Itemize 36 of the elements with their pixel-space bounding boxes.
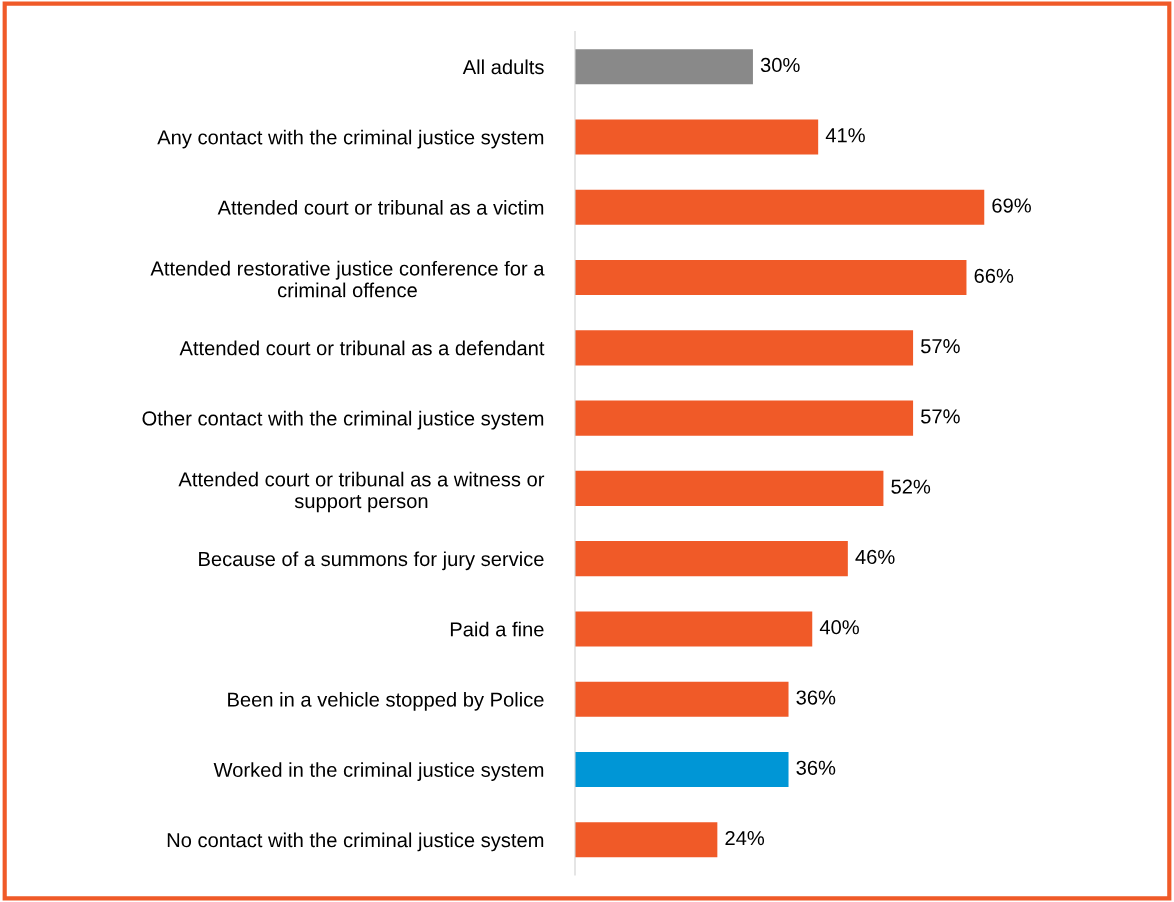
y-tick-label: All adults xyxy=(462,59,544,75)
data-label: 36% xyxy=(796,760,836,775)
y-tick-label: No contact with the criminal justice system xyxy=(167,832,544,852)
y-tick-label: Attended court or tribunal as a defendant xyxy=(179,340,545,356)
y-tick-label: Any contact with the criminal justice system xyxy=(157,129,544,149)
y-tick-label: Attended court or tribunal as a witness or support person xyxy=(178,471,545,513)
y-tick-label: Attended court or tribunal as a victim xyxy=(217,199,544,215)
data-label: 41% xyxy=(825,128,865,143)
bar xyxy=(575,400,914,436)
y-tick-label: Attended restorative justice conference for a criminal offence xyxy=(150,260,545,298)
bar xyxy=(575,119,819,155)
bar xyxy=(575,470,884,506)
bar xyxy=(575,681,789,717)
data-label: 30% xyxy=(760,57,800,73)
bar xyxy=(575,330,914,366)
data-label: 46% xyxy=(855,549,895,565)
data-label: 40% xyxy=(819,620,859,635)
y-tick-label: Other contact with the criminal justice system xyxy=(142,410,544,430)
bar xyxy=(575,259,967,296)
y-tick-label: Because of a summons for jury service xyxy=(199,551,544,571)
data-label: 57% xyxy=(921,409,960,424)
data-label: 52% xyxy=(891,479,931,494)
data-label: 66% xyxy=(974,268,1014,283)
bar xyxy=(575,49,753,85)
data-label: 57% xyxy=(921,339,960,354)
data-label: 69% xyxy=(992,198,1031,213)
data-label: 24% xyxy=(725,830,765,846)
y-tick-label: Been in a vehicle stopped by Police xyxy=(228,691,544,711)
bar xyxy=(575,751,789,788)
y-tick-label: Paid a fine xyxy=(450,621,544,637)
bar xyxy=(575,189,985,225)
bar xyxy=(575,822,718,858)
y-tick-label: Worked in the criminal justice system xyxy=(213,762,544,781)
bar xyxy=(575,541,848,577)
bar xyxy=(575,611,813,647)
data-label: 36% xyxy=(796,690,836,705)
